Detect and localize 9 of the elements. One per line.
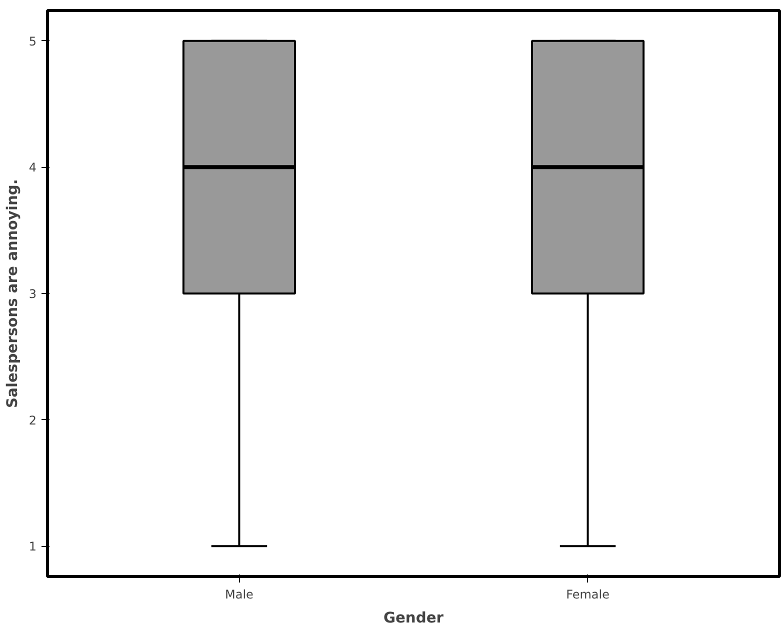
x-tick-label: Male xyxy=(225,588,254,602)
y-tick-label: 4 xyxy=(28,160,37,175)
x-tick-label: Female xyxy=(566,588,610,602)
y-tick-label: 3 xyxy=(28,287,37,301)
y-axis-title: Salespersons are annoying. xyxy=(4,179,21,408)
y-tick-label: 5 xyxy=(28,34,37,48)
x-axis-title: Gender xyxy=(383,610,444,626)
y-tick-label: 2 xyxy=(28,413,37,428)
y-tick-label: 1 xyxy=(28,540,37,554)
